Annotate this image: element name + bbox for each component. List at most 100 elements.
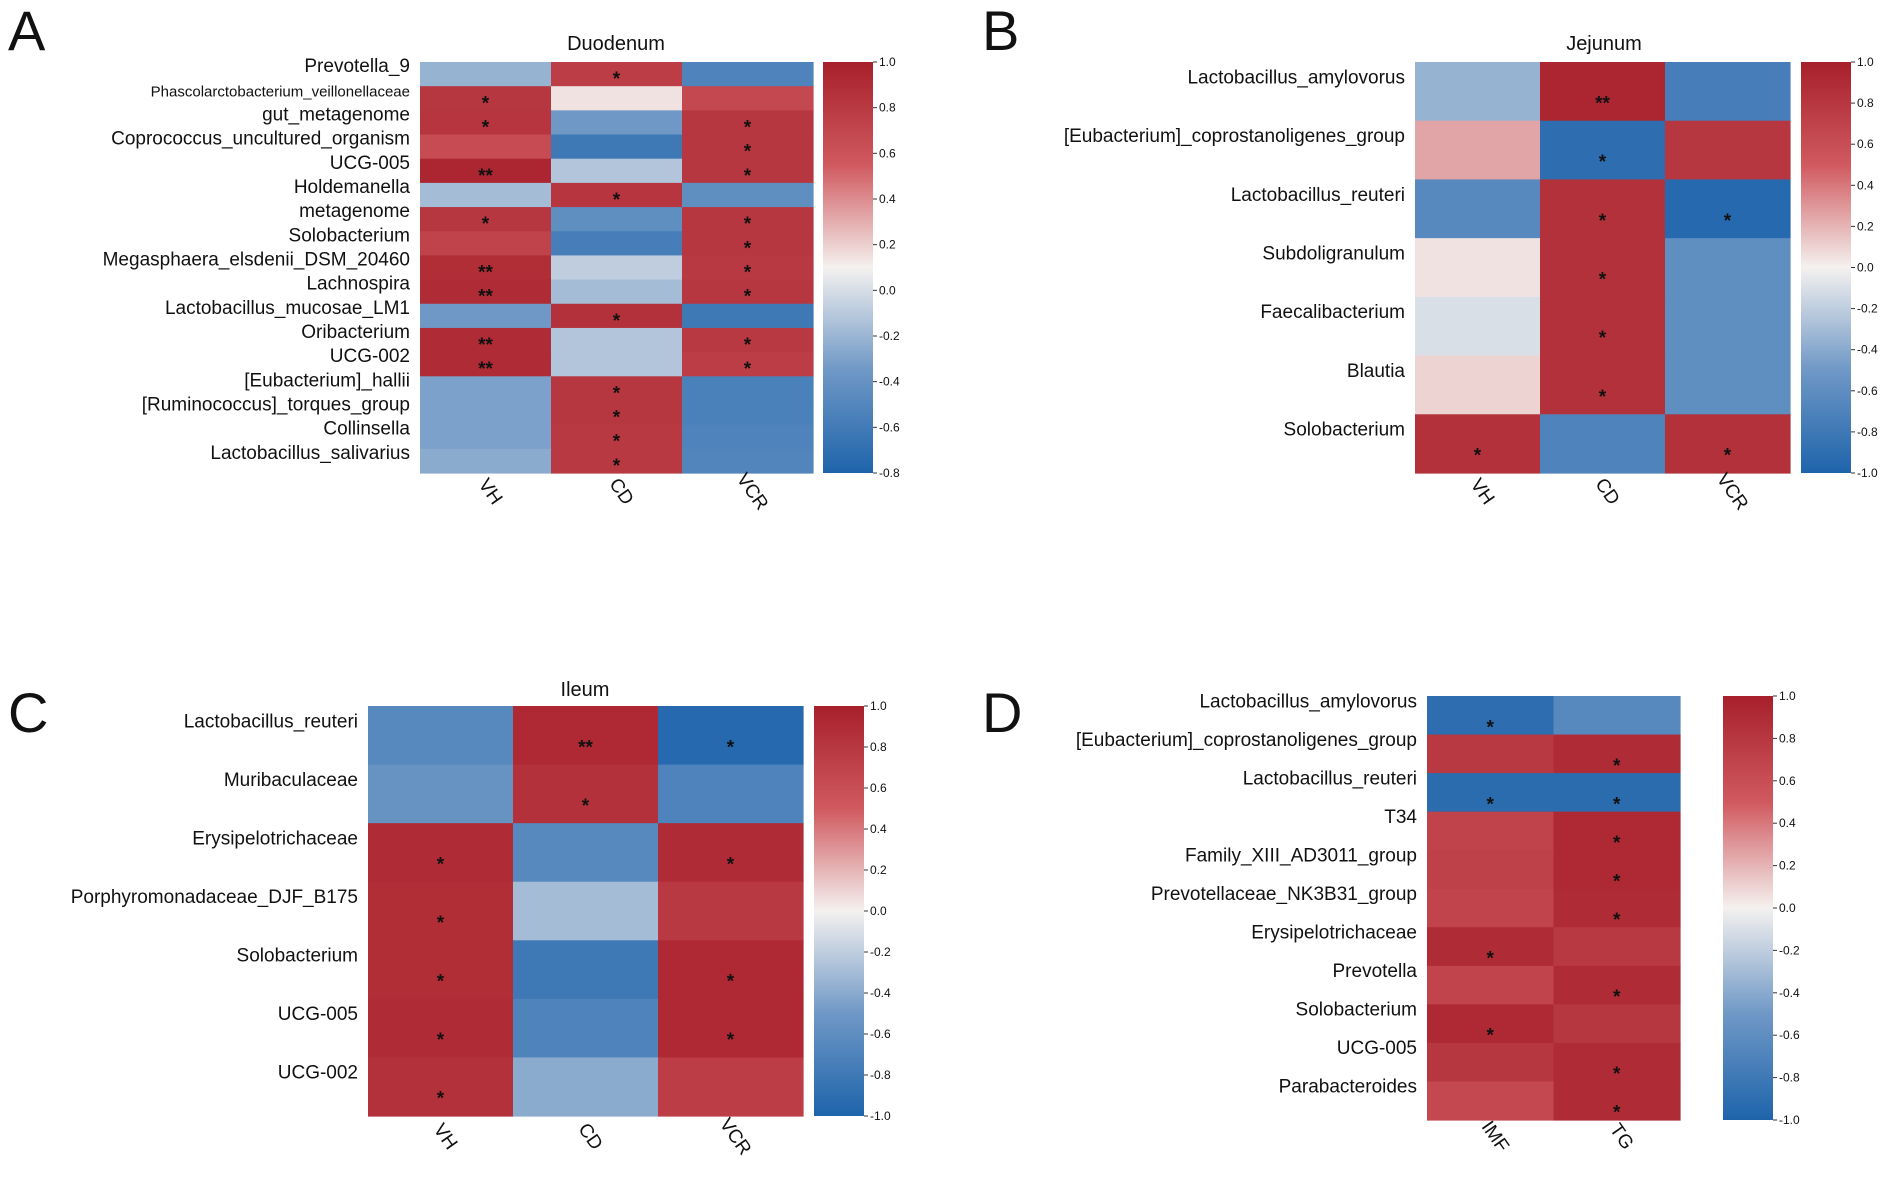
row-label: UCG-005 xyxy=(278,1004,358,1025)
significance-marker: * xyxy=(1474,446,1482,467)
column-label: VCR xyxy=(732,469,772,514)
row-label: Holdemanella xyxy=(294,177,411,198)
colorbar xyxy=(1723,696,1773,1120)
significance-marker: * xyxy=(482,117,490,138)
significance-marker: * xyxy=(437,854,445,875)
heatmap-cell xyxy=(1427,1081,1555,1121)
heatmap-cell xyxy=(1553,965,1681,1005)
heatmap-cell xyxy=(658,998,804,1059)
heatmap-cell xyxy=(658,881,804,941)
heatmap-cell xyxy=(368,1057,514,1117)
heatmap-cell xyxy=(1665,120,1791,181)
heatmap-cell xyxy=(682,207,814,232)
significance-marker: * xyxy=(613,408,621,429)
row-label: Parabacteroides xyxy=(1279,1077,1417,1098)
significance-marker: * xyxy=(727,854,735,875)
heatmap-cell xyxy=(551,352,683,377)
colorbar-tick-label: 0.2 xyxy=(1857,219,1874,233)
colorbar-tick-label: 0.8 xyxy=(879,101,896,115)
significance-marker: * xyxy=(613,69,621,90)
heatmap-cell xyxy=(1427,811,1555,851)
heatmap-cell xyxy=(513,1057,659,1117)
heatmap-cell xyxy=(1415,62,1541,122)
row-label: Lachnospira xyxy=(306,274,410,295)
colorbar-tick-label: -0.6 xyxy=(1779,1028,1800,1042)
row-label: UCG-002 xyxy=(330,346,410,367)
colorbar-tick-label: -0.8 xyxy=(870,1068,891,1082)
row-label: Blautia xyxy=(1347,361,1406,382)
heatmap-cell xyxy=(368,881,514,941)
significance-marker: * xyxy=(1613,987,1621,1008)
row-label: [Ruminococcus]_torques_group xyxy=(142,395,410,416)
heatmap-cell xyxy=(420,207,552,232)
significance-marker: * xyxy=(1487,1026,1495,1047)
heatmap-cell xyxy=(1427,696,1555,736)
significance-marker: * xyxy=(1599,270,1607,291)
significance-marker: ** xyxy=(478,335,493,356)
significance-marker: * xyxy=(482,214,490,235)
heatmap-cell xyxy=(513,998,659,1059)
row-label: Prevotella xyxy=(1333,961,1418,982)
heatmap-cell xyxy=(682,134,814,160)
heatmap-cell xyxy=(551,134,683,160)
colorbar-tick-label: -0.4 xyxy=(879,375,900,389)
heatmap-cell xyxy=(551,158,683,184)
row-label: UCG-005 xyxy=(1337,1038,1417,1059)
heatmap-cell xyxy=(682,279,814,305)
heatmap-cell xyxy=(420,110,552,136)
colorbar-tick-label: -0.2 xyxy=(1779,943,1800,957)
heatmap-cell xyxy=(1427,850,1555,890)
row-label: [Eubacterium]_hallii xyxy=(244,370,410,391)
significance-marker: * xyxy=(744,166,752,187)
colorbar-tick-label: -0.8 xyxy=(1857,425,1878,439)
heatmap-cell xyxy=(420,182,552,208)
heatmap-cell xyxy=(1415,238,1541,298)
colorbar-tick-label: 0.4 xyxy=(879,192,896,206)
heatmap-cell xyxy=(682,448,814,474)
panel-b-jejunum: B Jejunum **** ***** *Lactobacillus_amylov… xyxy=(982,0,1878,514)
row-label: gut_metagenome xyxy=(262,104,410,125)
colorbar-tick-label: 0.4 xyxy=(870,822,887,836)
panel-c-ileum: C Ileum ** *** *** ** **Lactobacillus_reuter… xyxy=(8,679,891,1159)
heatmap-cell xyxy=(513,881,659,941)
row-label: Coprococcus_uncultured_organism xyxy=(111,129,410,150)
heatmap-cell xyxy=(551,424,683,450)
significance-marker: * xyxy=(1724,211,1732,232)
heatmap-cell xyxy=(1553,1042,1681,1083)
heatmap-cell xyxy=(658,706,804,766)
colorbar-tick-label: -1.0 xyxy=(870,1109,891,1123)
significance-marker: * xyxy=(1599,152,1607,173)
heatmap-cell xyxy=(1427,965,1555,1005)
column-label: VCR xyxy=(715,1114,755,1159)
colorbar-tick-label: 0.6 xyxy=(870,781,887,795)
heatmap-cell xyxy=(420,376,552,402)
heatmap-cell xyxy=(1427,888,1555,928)
significance-marker: * xyxy=(1724,446,1732,467)
heatmap-cell xyxy=(1553,888,1681,928)
heatmap-cell xyxy=(1427,1004,1555,1044)
panel-a-duodenum: A Duodenum *** **** *** **** *** **** *** *****… xyxy=(8,0,900,514)
colorbar-tick-label: 0.0 xyxy=(1857,261,1874,275)
heatmap-cell xyxy=(368,940,514,1000)
significance-marker: * xyxy=(744,359,752,380)
heatmap-cell xyxy=(1553,811,1681,851)
panel-c-title: Ileum xyxy=(561,679,610,701)
row-label: metagenome xyxy=(299,201,410,222)
colorbar-tick-label: 0.6 xyxy=(1779,774,1796,788)
row-label: T34 xyxy=(1384,807,1417,828)
colorbar xyxy=(1801,62,1851,473)
significance-marker: * xyxy=(437,972,445,993)
row-label: Prevotellaceae_NK3B31_group xyxy=(1151,884,1417,905)
heatmap-cell xyxy=(682,424,814,450)
row-label: Family_XIII_AD3011_group xyxy=(1185,845,1417,866)
heatmap-cell xyxy=(368,998,514,1059)
heatmap-cell xyxy=(551,303,683,329)
row-label: Solobacterium xyxy=(289,225,410,246)
significance-marker: * xyxy=(744,142,752,163)
colorbar-tick-label: 0.4 xyxy=(1857,178,1874,192)
heatmap-cell xyxy=(513,823,659,883)
colorbar-tick-label: 0.6 xyxy=(1857,137,1874,151)
significance-marker: * xyxy=(1487,949,1495,970)
heatmap-cell xyxy=(513,764,659,824)
colorbar-tick-label: 0.0 xyxy=(879,283,896,297)
